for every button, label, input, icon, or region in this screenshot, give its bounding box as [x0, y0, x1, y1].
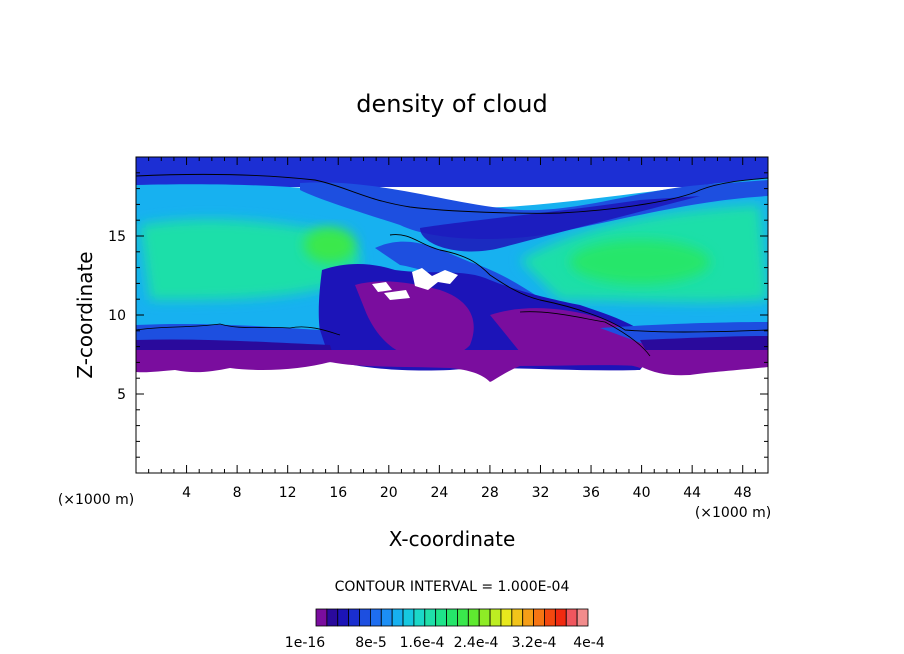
- colorbar-swatch: [413, 608, 426, 627]
- x-tick-label: 20: [380, 485, 398, 501]
- colorbar-swatch: [576, 608, 589, 627]
- colorbar-swatch: [435, 608, 447, 627]
- colorbar-label: 3.2e-4: [512, 635, 557, 651]
- chart-title: density of cloud: [356, 90, 547, 118]
- x-tick-label: 8: [233, 485, 242, 501]
- colorbar-swatch: [478, 608, 491, 627]
- y-tick-label: 5: [117, 387, 126, 403]
- colorbar-swatch: [446, 608, 458, 627]
- cloud-field: [136, 157, 768, 382]
- colorbar-swatch: [544, 608, 556, 627]
- x-tick-label: 4: [182, 485, 191, 501]
- field-base-purple: [136, 350, 768, 382]
- colorbar-swatch: [565, 608, 578, 627]
- x-tick-label: 32: [532, 485, 550, 501]
- contour-line-right: [519, 311, 651, 357]
- colorbar-swatch: [457, 608, 469, 627]
- x-tick-label: 40: [633, 485, 651, 501]
- field-core-purple: [355, 281, 474, 358]
- colorbar-swatch: [391, 608, 404, 627]
- colorbar-swatch: [554, 608, 567, 627]
- field-green-left: [304, 227, 356, 263]
- x-tick-label: 48: [734, 485, 752, 501]
- x-tick-label: 28: [481, 485, 499, 501]
- field-dark-tongue: [420, 196, 700, 252]
- colorbar: [315, 608, 589, 627]
- colorbar-swatch: [500, 608, 513, 627]
- colorbar-swatch: [467, 608, 480, 627]
- colorbar-swatch: [380, 608, 393, 627]
- y-axis-label: Z-coordinate: [73, 251, 97, 378]
- x-unit-left: (×1000 m): [58, 492, 134, 508]
- colorbar-label: 8e-5: [355, 635, 386, 651]
- x-tick-label: 44: [683, 485, 701, 501]
- field-gap-2: [372, 282, 392, 292]
- contour-interval-text: CONTOUR INTERVAL = 1.000E-04: [335, 579, 570, 595]
- colorbar-swatch: [424, 608, 437, 627]
- field-teal-left: [140, 219, 360, 300]
- colorbar-label: 4e-4: [573, 635, 605, 651]
- colorbar-swatch: [315, 608, 328, 627]
- field-gap-1: [412, 268, 458, 290]
- contour-line-upper: [136, 173, 768, 214]
- colorbar-label: 1e-16: [285, 635, 325, 651]
- y-tick-label: 15: [108, 229, 126, 245]
- field-upper-band: [136, 157, 768, 187]
- colorbar-swatch: [369, 608, 382, 627]
- x-tick-label: 24: [430, 485, 448, 501]
- x-tick-label: 36: [582, 485, 600, 501]
- colorbar-label: 2.4e-4: [454, 635, 499, 651]
- x-axis-label: X-coordinate: [389, 527, 516, 551]
- colorbar-swatch: [359, 608, 371, 627]
- y-axis: 5 10 15: [108, 172, 768, 458]
- colorbar-swatch: [522, 608, 534, 627]
- colorbar-swatch: [326, 608, 339, 627]
- colorbar-swatch: [489, 608, 502, 627]
- contour-line-low: [136, 323, 341, 336]
- x-tick-label: 16: [329, 485, 347, 501]
- field-green-right: [570, 240, 710, 284]
- colorbar-swatch: [337, 608, 350, 627]
- contour-line-mid: [389, 234, 768, 333]
- colorbar-swatch: [402, 608, 415, 627]
- field-gap-3: [384, 290, 410, 300]
- colorbar-label: 1.6e-4: [400, 635, 445, 651]
- colorbar-labels: 1e-16 8e-5 1.6e-4 2.4e-4 3.2e-4 4e-4: [285, 635, 605, 651]
- colorbar-swatch: [511, 608, 524, 627]
- x-axis: 4 8 12 16 20 24 28 32 36 40 44 48: [148, 157, 756, 501]
- colorbar-swatch: [348, 608, 360, 627]
- y-tick-label: 10: [108, 308, 126, 324]
- x-tick-label: 12: [279, 485, 297, 501]
- x-unit-right: (×1000 m): [695, 505, 771, 521]
- colorbar-swatch: [533, 608, 545, 627]
- field-blue-tongue: [300, 180, 768, 240]
